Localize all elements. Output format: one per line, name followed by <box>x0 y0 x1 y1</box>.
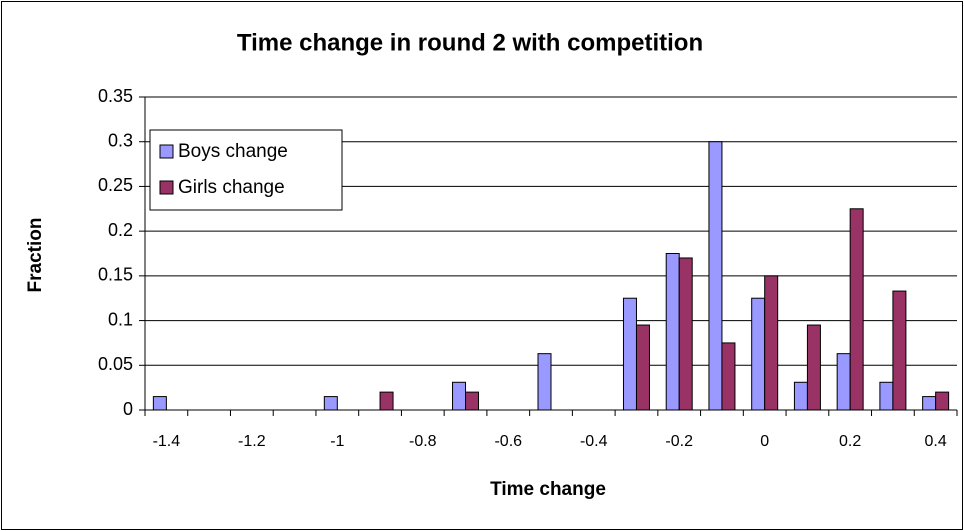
bar <box>849 208 864 411</box>
x-tick-label: -0.2 <box>665 433 693 450</box>
bar <box>751 297 766 411</box>
y-tick-label: 0.15 <box>98 265 133 285</box>
bar <box>622 297 637 411</box>
x-tick-label: -0.4 <box>580 433 608 450</box>
y-axis-label: Fraction <box>25 218 46 293</box>
bar <box>836 353 851 411</box>
bar <box>721 342 736 411</box>
bar <box>379 391 394 411</box>
y-tick-label: 0.35 <box>98 86 133 106</box>
legend-label: Girls change <box>178 177 285 198</box>
bar <box>152 396 167 411</box>
bar <box>708 141 723 411</box>
legend-box <box>149 129 343 211</box>
bar <box>452 381 467 411</box>
legend-swatch <box>159 144 174 159</box>
x-tick-label: -1.4 <box>153 433 181 450</box>
x-axis-label: Time change <box>490 479 606 500</box>
bar <box>935 391 950 411</box>
y-tick-label: 0.2 <box>108 220 133 240</box>
y-tick-label: 0.05 <box>98 354 133 374</box>
y-tick-label: 0.3 <box>108 130 133 150</box>
bar <box>665 253 680 411</box>
bar <box>465 391 480 411</box>
x-tick-label: 0.2 <box>839 433 861 450</box>
x-tick-label: 0 <box>760 433 769 450</box>
bar <box>892 290 907 411</box>
x-tick-label: -1.2 <box>238 433 266 450</box>
bar <box>537 353 552 411</box>
chart-title: Time change in round 2 with competition <box>237 29 703 56</box>
bar <box>793 381 808 411</box>
y-tick-label: 0 <box>123 399 133 419</box>
bar <box>879 381 894 411</box>
y-tick-label: 0.25 <box>98 175 133 195</box>
y-tick-label: 0.1 <box>108 309 133 329</box>
bar <box>764 275 779 411</box>
x-tick-label: -0.8 <box>409 433 437 450</box>
bar <box>323 396 338 411</box>
x-tick-label: -1 <box>330 433 344 450</box>
x-tick-label: 0.4 <box>925 433 947 450</box>
legend-label: Boys change <box>178 141 288 162</box>
bar <box>806 324 821 411</box>
bar <box>635 324 650 411</box>
legend-swatch <box>159 180 174 195</box>
bar <box>678 257 693 411</box>
x-tick-label: -0.6 <box>494 433 522 450</box>
bar <box>922 396 937 411</box>
